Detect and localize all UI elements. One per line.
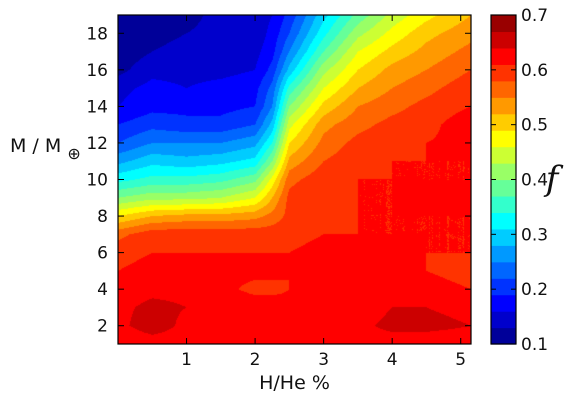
colorbar-tick-label: 0.2 — [521, 280, 548, 300]
y-tick-label: 12 — [86, 134, 108, 154]
colorbar-segment — [491, 113, 516, 131]
colorbar-label: f — [543, 159, 564, 199]
colorbar-segment — [491, 294, 516, 312]
y-tick-label: 18 — [86, 24, 108, 44]
x-tick-label: 1 — [181, 350, 192, 370]
colorbar-segment — [491, 311, 516, 329]
colorbar-segment — [491, 179, 516, 197]
y-tick-label: 16 — [86, 61, 108, 81]
colorbar-segment — [491, 327, 516, 345]
colorbar-segment — [491, 80, 516, 98]
colorbar-segment — [491, 195, 516, 213]
heatmap-contour-image — [118, 15, 471, 344]
colorbar-segment — [491, 278, 516, 296]
colorbar-tick-label: 0.6 — [521, 61, 548, 81]
colorbar-segment — [491, 228, 516, 246]
y-tick-label: 14 — [86, 97, 108, 117]
colorbar-segment — [491, 15, 516, 33]
x-axis: 1 2 3 4 5 — [181, 15, 466, 370]
x-tick-label: 2 — [250, 350, 261, 370]
y-axis-label-subscript: ⊕ — [67, 144, 80, 163]
x-tick-label: 3 — [318, 350, 329, 370]
colorbar-tick-label: 0.3 — [521, 225, 548, 245]
colorbar-tick-label: 0.5 — [521, 116, 548, 136]
colorbar-segment — [491, 261, 516, 279]
x-tick-label: 4 — [387, 350, 398, 370]
y-axis-label-main: M / M — [10, 135, 61, 157]
colorbar-segment — [491, 130, 516, 148]
colorbar-tick-label: 0.1 — [521, 335, 548, 355]
y-tick-label: 8 — [97, 207, 108, 227]
colorbar-segment — [491, 245, 516, 263]
colorbar — [491, 15, 516, 345]
colorbar-segment — [491, 47, 516, 65]
y-tick-label: 10 — [86, 171, 108, 191]
y-tick-label: 2 — [97, 317, 108, 337]
colorbar-segment — [491, 163, 516, 181]
colorbar-segment — [491, 146, 516, 164]
colorbar-tick-label: 0.4 — [521, 171, 548, 191]
colorbar-tick-label: 0.7 — [521, 6, 548, 26]
x-tick-label: 5 — [455, 350, 466, 370]
x-axis-label: H/He % — [259, 372, 330, 394]
y-tick-label: 6 — [97, 244, 108, 264]
y-axis: 2 4 6 8 10 12 14 16 18 — [86, 24, 471, 337]
colorbar-segment — [491, 64, 516, 82]
y-tick-label: 4 — [97, 280, 108, 300]
colorbar-segment — [491, 31, 516, 49]
y-axis-label: M / M ⊕ — [10, 135, 81, 163]
colorbar-segment — [491, 97, 516, 115]
contour-fill-layer — [118, 15, 471, 344]
colorbar-segment — [491, 212, 516, 230]
colorbar-axis: 0.1 0.2 0.3 0.4 0.5 0.6 0.7 — [491, 6, 548, 355]
